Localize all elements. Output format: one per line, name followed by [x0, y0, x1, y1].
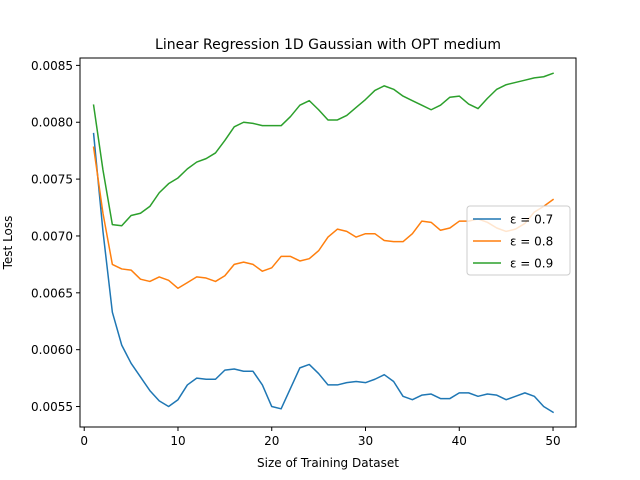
legend-label-eps-08: ε = 0.8	[510, 235, 553, 249]
legend: ε = 0.7 ε = 0.8 ε = 0.9	[466, 205, 571, 276]
y-tick-label: 0.0080	[31, 116, 73, 130]
x-axis: 0 10 20 30 40 50	[80, 427, 561, 448]
x-tick-label: 20	[264, 434, 279, 448]
y-axis-label: Test Loss	[1, 216, 15, 271]
y-tick-label: 0.0065	[31, 286, 73, 300]
x-tick-label: 10	[170, 434, 185, 448]
y-tick-label: 0.0070	[31, 229, 73, 243]
x-tick-label: 50	[545, 434, 560, 448]
x-tick-label: 40	[452, 434, 467, 448]
chart-title: Linear Regression 1D Gaussian with OPT m…	[155, 37, 501, 53]
legend-box	[466, 205, 571, 276]
y-tick-label: 0.0085	[31, 59, 73, 73]
series-line-0	[92, 132, 555, 414]
y-axis: 0.0055 0.0060 0.0065 0.0070 0.0075 0.0080 0.00…	[31, 59, 80, 414]
x-tick-label: 30	[358, 434, 373, 448]
y-tick-label: 0.0060	[31, 343, 73, 357]
x-axis-label: Size of Training Dataset	[257, 456, 399, 470]
x-tick-label: 0	[80, 434, 88, 448]
legend-label-eps-09: ε = 0.9	[510, 257, 553, 271]
plot-frame	[79, 57, 577, 428]
series-line-2	[92, 72, 554, 227]
y-tick-label: 0.0055	[31, 400, 73, 414]
legend-label-eps-07: ε = 0.7	[510, 213, 553, 227]
y-tick-label: 0.0075	[31, 173, 73, 187]
